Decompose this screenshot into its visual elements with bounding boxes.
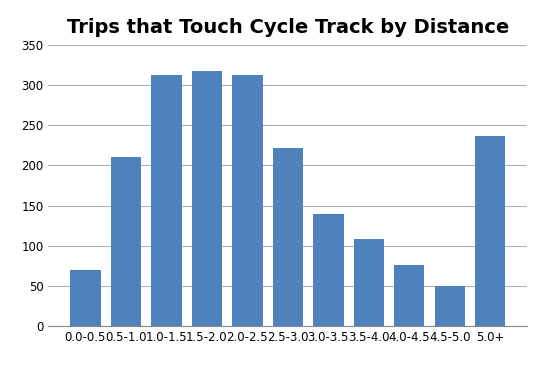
Bar xyxy=(192,71,222,326)
Bar xyxy=(313,214,343,326)
Bar xyxy=(232,75,263,326)
Bar xyxy=(151,75,181,326)
Bar xyxy=(353,239,384,326)
Bar xyxy=(111,157,141,326)
Bar xyxy=(394,265,424,326)
Bar xyxy=(273,148,303,326)
Bar xyxy=(70,270,101,326)
Title: Trips that Touch Cycle Track by Distance: Trips that Touch Cycle Track by Distance xyxy=(67,19,509,37)
Bar xyxy=(435,286,465,326)
Bar xyxy=(475,135,506,326)
